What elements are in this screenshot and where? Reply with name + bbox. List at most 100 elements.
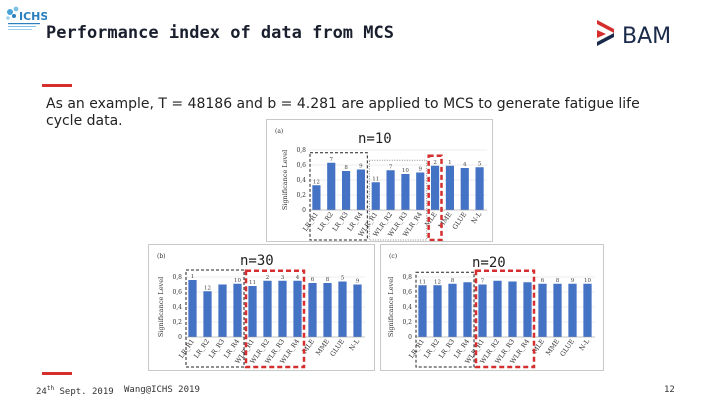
chart-panel-label: (b) <box>157 253 166 260</box>
footer-date-day: 24 <box>36 387 47 397</box>
bar-data-label: 11 <box>419 279 426 285</box>
bar <box>475 167 484 210</box>
highlight-box <box>415 271 475 368</box>
bar <box>188 280 197 337</box>
body-text: As an example, T = 48186 and b = 4.281 a… <box>46 96 666 130</box>
bar <box>523 282 532 337</box>
bar <box>433 285 442 337</box>
y-tick-label: 0,4 <box>402 304 412 311</box>
bam-logo-icon: BAM <box>597 20 671 49</box>
footer-date-rest: Sept. 2019 <box>54 387 114 397</box>
bar-data-label: 8 <box>556 278 560 284</box>
bar-data-label: 5 <box>341 276 345 282</box>
bar <box>338 281 347 337</box>
bar-data-label: 12 <box>204 285 211 291</box>
bar <box>278 280 287 337</box>
bar-data-label: 4 <box>463 162 467 168</box>
bar-data-label: 9 <box>356 279 360 285</box>
bar-data-label: 11 <box>372 176 379 182</box>
bar <box>308 283 317 337</box>
bar <box>431 165 440 210</box>
chart-panel-a: (a) 0 0,2 0,4 0,6 0,8 Significance Level 12 LR_R… <box>266 119 493 242</box>
chart-panel-label: (a) <box>275 128 283 135</box>
bar-data-label: 9 <box>359 164 363 170</box>
bar <box>448 283 457 337</box>
bar-data-label: 7 <box>330 157 334 163</box>
bar-data-label: 1 <box>448 160 452 166</box>
bar-data-label: 10 <box>584 278 591 284</box>
body-text-before: As an example, T = 48186 and b = 4.281 a… <box>46 96 444 112</box>
bar-data-label: 9 <box>419 167 423 173</box>
body-text-after: to generate fatigue life cycle data. <box>46 96 640 129</box>
divider-top <box>42 84 72 87</box>
bar <box>445 165 454 210</box>
bar <box>386 170 395 210</box>
bar-data-label: 1 <box>191 274 195 280</box>
highlight-box <box>309 152 368 241</box>
bar-data-label: 7 <box>481 279 485 285</box>
x-tick-label: N-L <box>348 337 362 352</box>
bar <box>342 171 351 210</box>
chart-c-annotation: n=20 <box>472 255 506 271</box>
bar-data-label: 6 <box>541 278 545 284</box>
bar-data-label: 9 <box>571 278 575 284</box>
y-tick-label: 0,8 <box>172 274 182 281</box>
bar <box>327 162 336 210</box>
bar-data-label: 2 <box>433 160 437 166</box>
y-tick-label: 0,8 <box>296 147 306 154</box>
chart-a-annotation: n=10 <box>358 131 392 147</box>
y-axis-label: Significance Level <box>387 277 395 337</box>
chart-b-annotation: n=30 <box>240 253 274 269</box>
bar <box>401 174 410 210</box>
bar-data-label: 5 <box>478 161 482 167</box>
page-number: 12 <box>664 385 675 395</box>
x-tick-label: N-L <box>470 210 484 225</box>
x-tick-label: GLUE <box>558 337 576 358</box>
chart-panel-label: (c) <box>389 253 397 260</box>
bar <box>203 291 212 337</box>
y-tick-label: 0,6 <box>402 289 412 296</box>
y-tick-label: 0,2 <box>172 319 182 326</box>
bar <box>583 283 592 337</box>
bar-data-label: 12 <box>313 179 320 185</box>
bar-data-label: 10 <box>234 278 241 284</box>
bar <box>233 283 242 337</box>
bar-data-label: 7 <box>389 164 393 170</box>
body-text-mcs: MCS <box>443 96 474 112</box>
bar-data-label: 10 <box>402 168 409 174</box>
highlight-box <box>474 269 536 369</box>
bar-data-label: 8 <box>326 277 330 283</box>
footer-author: Wang@ICHS 2019 <box>124 385 200 395</box>
footer-date: 24th Sept. 2019 <box>36 385 114 397</box>
bar <box>356 169 365 210</box>
x-tick-label: N-L <box>578 337 592 352</box>
bam-logo-text: BAM <box>622 24 671 49</box>
y-tick-label: 0,6 <box>296 162 306 169</box>
bar-data-label: 8 <box>451 278 455 284</box>
bar <box>218 284 227 337</box>
footer-date-suffix: th <box>46 385 55 392</box>
bar-data-label: 12 <box>434 279 441 285</box>
bar <box>293 280 302 337</box>
bar-data-label: 3 <box>281 275 285 281</box>
y-tick-label: 0,2 <box>402 319 412 326</box>
bar <box>463 282 472 337</box>
y-tick-label: 0,4 <box>296 177 306 184</box>
bar <box>493 280 502 337</box>
highlight-box <box>368 159 428 241</box>
bar <box>508 281 517 337</box>
bar <box>323 283 332 337</box>
y-tick-label: 0,4 <box>172 304 182 311</box>
x-tick-label: GLUE <box>451 210 469 231</box>
ichs-logo-icon: ICHS <box>6 6 47 30</box>
chart-panel-b: (b) 0 0,2 0,4 0,6 0,8 Significance Level 1 LR_R1… <box>148 244 375 371</box>
x-tick-label: GLUE <box>328 337 346 358</box>
bar-data-label: 11 <box>249 280 256 286</box>
y-tick-label: 0,6 <box>172 289 182 296</box>
chart-panel-c: (c) 0 0,2 0,4 0,6 0,8 Significance Level 11 LR_R… <box>380 244 604 371</box>
divider-bottom <box>42 372 72 375</box>
bar <box>263 280 272 337</box>
ichs-logo-text: ICHS <box>19 10 47 23</box>
